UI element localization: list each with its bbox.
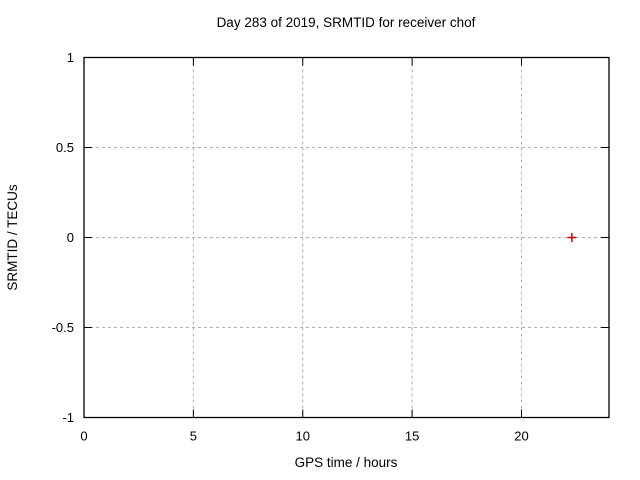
- y-tick-label: -1: [62, 410, 74, 425]
- x-tick-label: 15: [405, 429, 419, 444]
- y-tick-label: 0.5: [56, 140, 74, 155]
- y-tick-label: 0: [67, 230, 74, 245]
- y-axis-label: SRMTID / TECUs: [5, 184, 20, 291]
- x-tick-label: 20: [514, 429, 528, 444]
- grid-lines: [84, 57, 609, 418]
- x-axis-label: GPS time / hours: [295, 455, 398, 470]
- y-tick-label: -0.5: [52, 320, 74, 335]
- x-tick-label: 10: [296, 429, 310, 444]
- x-tick-label: 0: [80, 429, 87, 444]
- plot-border-rect: [83, 56, 610, 419]
- plot-border: [83, 56, 610, 419]
- tick-labels: 0 5 10 15 20 -1 -0.5 0 0.5 1: [52, 50, 529, 444]
- data-points: [567, 233, 577, 242]
- data-point-marker: [567, 233, 577, 242]
- x-tick-label: 5: [190, 429, 197, 444]
- y-tick-label: 1: [67, 50, 74, 65]
- chart-title: Day 283 of 2019, SRMTID for receiver cho…: [217, 15, 476, 30]
